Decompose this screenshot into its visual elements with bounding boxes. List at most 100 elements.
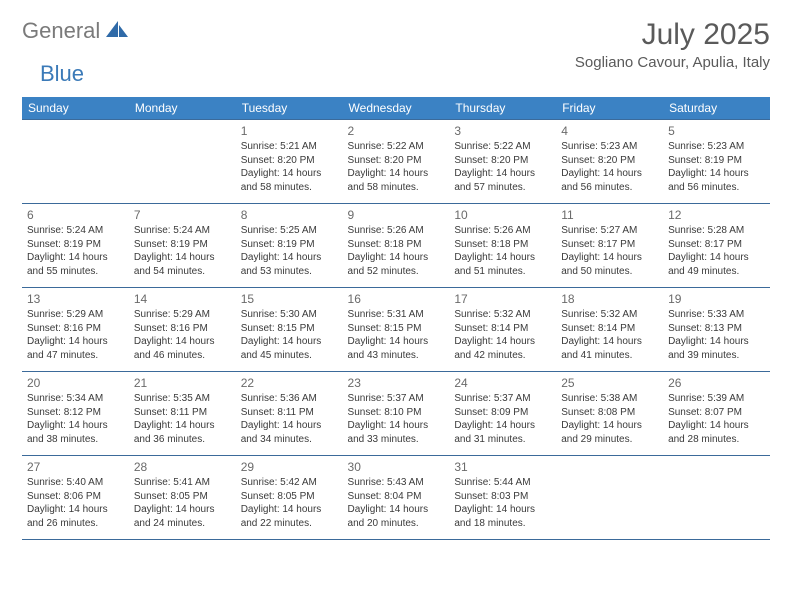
- calendar-cell: [129, 120, 236, 204]
- daylight-line-2: and 54 minutes.: [134, 265, 231, 279]
- day-number: 13: [27, 291, 124, 307]
- calendar-cell: [663, 456, 770, 540]
- calendar-cell: 31Sunrise: 5:44 AMSunset: 8:03 PMDayligh…: [449, 456, 556, 540]
- calendar-cell: 6Sunrise: 5:24 AMSunset: 8:19 PMDaylight…: [22, 204, 129, 288]
- sunrise-line: Sunrise: 5:37 AM: [348, 392, 445, 406]
- sunrise-line: Sunrise: 5:40 AM: [27, 476, 124, 490]
- daylight-line-2: and 58 minutes.: [241, 181, 338, 195]
- dayhead-wed: Wednesday: [343, 97, 450, 120]
- sunset-line: Sunset: 8:07 PM: [668, 406, 765, 420]
- calendar-cell: 20Sunrise: 5:34 AMSunset: 8:12 PMDayligh…: [22, 372, 129, 456]
- daylight-line-2: and 39 minutes.: [668, 349, 765, 363]
- day-number: 29: [241, 459, 338, 475]
- calendar-cell: 11Sunrise: 5:27 AMSunset: 8:17 PMDayligh…: [556, 204, 663, 288]
- calendar-cell: 25Sunrise: 5:38 AMSunset: 8:08 PMDayligh…: [556, 372, 663, 456]
- daylight-line-1: Daylight: 14 hours: [241, 251, 338, 265]
- sunrise-line: Sunrise: 5:44 AM: [454, 476, 551, 490]
- brand-logo: General: [22, 18, 134, 44]
- sunrise-line: Sunrise: 5:32 AM: [561, 308, 658, 322]
- sunset-line: Sunset: 8:16 PM: [27, 322, 124, 336]
- daylight-line-2: and 31 minutes.: [454, 433, 551, 447]
- sunrise-line: Sunrise: 5:29 AM: [27, 308, 124, 322]
- sunrise-line: Sunrise: 5:24 AM: [134, 224, 231, 238]
- daylight-line-1: Daylight: 14 hours: [668, 251, 765, 265]
- sunrise-line: Sunrise: 5:31 AM: [348, 308, 445, 322]
- day-number: 10: [454, 207, 551, 223]
- daylight-line-2: and 46 minutes.: [134, 349, 231, 363]
- sunset-line: Sunset: 8:17 PM: [561, 238, 658, 252]
- sunrise-line: Sunrise: 5:21 AM: [241, 140, 338, 154]
- day-number: 12: [668, 207, 765, 223]
- day-number: 18: [561, 291, 658, 307]
- day-number: 1: [241, 123, 338, 139]
- calendar-cell: [556, 456, 663, 540]
- sunrise-line: Sunrise: 5:36 AM: [241, 392, 338, 406]
- sunrise-line: Sunrise: 5:39 AM: [668, 392, 765, 406]
- day-number: 4: [561, 123, 658, 139]
- calendar-cell: 26Sunrise: 5:39 AMSunset: 8:07 PMDayligh…: [663, 372, 770, 456]
- daylight-line-1: Daylight: 14 hours: [668, 167, 765, 181]
- sunset-line: Sunset: 8:19 PM: [27, 238, 124, 252]
- calendar-cell: 28Sunrise: 5:41 AMSunset: 8:05 PMDayligh…: [129, 456, 236, 540]
- daylight-line-1: Daylight: 14 hours: [561, 419, 658, 433]
- day-number: 5: [668, 123, 765, 139]
- sunset-line: Sunset: 8:16 PM: [134, 322, 231, 336]
- calendar-cell: 2Sunrise: 5:22 AMSunset: 8:20 PMDaylight…: [343, 120, 450, 204]
- calendar-cell: 19Sunrise: 5:33 AMSunset: 8:13 PMDayligh…: [663, 288, 770, 372]
- calendar-cell: 22Sunrise: 5:36 AMSunset: 8:11 PMDayligh…: [236, 372, 343, 456]
- sunset-line: Sunset: 8:19 PM: [134, 238, 231, 252]
- day-number: 11: [561, 207, 658, 223]
- sunset-line: Sunset: 8:05 PM: [241, 490, 338, 504]
- sunset-line: Sunset: 8:10 PM: [348, 406, 445, 420]
- daylight-line-2: and 50 minutes.: [561, 265, 658, 279]
- sunset-line: Sunset: 8:18 PM: [348, 238, 445, 252]
- daylight-line-1: Daylight: 14 hours: [454, 335, 551, 349]
- daylight-line-1: Daylight: 14 hours: [454, 419, 551, 433]
- sunset-line: Sunset: 8:05 PM: [134, 490, 231, 504]
- day-number: 9: [348, 207, 445, 223]
- sunrise-line: Sunrise: 5:30 AM: [241, 308, 338, 322]
- daylight-line-1: Daylight: 14 hours: [348, 167, 445, 181]
- calendar-cell: 30Sunrise: 5:43 AMSunset: 8:04 PMDayligh…: [343, 456, 450, 540]
- calendar-cell: 17Sunrise: 5:32 AMSunset: 8:14 PMDayligh…: [449, 288, 556, 372]
- dayhead-sat: Saturday: [663, 97, 770, 120]
- day-number: 19: [668, 291, 765, 307]
- location-text: Sogliano Cavour, Apulia, Italy: [575, 54, 770, 71]
- daylight-line-1: Daylight: 14 hours: [27, 251, 124, 265]
- daylight-line-2: and 52 minutes.: [348, 265, 445, 279]
- sunset-line: Sunset: 8:17 PM: [668, 238, 765, 252]
- calendar-cell: 14Sunrise: 5:29 AMSunset: 8:16 PMDayligh…: [129, 288, 236, 372]
- calendar-cell: 18Sunrise: 5:32 AMSunset: 8:14 PMDayligh…: [556, 288, 663, 372]
- daylight-line-2: and 56 minutes.: [668, 181, 765, 195]
- daylight-line-2: and 22 minutes.: [241, 517, 338, 531]
- sunrise-line: Sunrise: 5:34 AM: [27, 392, 124, 406]
- sunset-line: Sunset: 8:09 PM: [454, 406, 551, 420]
- daylight-line-1: Daylight: 14 hours: [668, 335, 765, 349]
- calendar-cell: 12Sunrise: 5:28 AMSunset: 8:17 PMDayligh…: [663, 204, 770, 288]
- sunset-line: Sunset: 8:06 PM: [27, 490, 124, 504]
- daylight-line-1: Daylight: 14 hours: [241, 167, 338, 181]
- dayhead-fri: Friday: [556, 97, 663, 120]
- calendar-row: 1Sunrise: 5:21 AMSunset: 8:20 PMDaylight…: [22, 120, 770, 204]
- calendar-cell: 27Sunrise: 5:40 AMSunset: 8:06 PMDayligh…: [22, 456, 129, 540]
- calendar-table: Sunday Monday Tuesday Wednesday Thursday…: [22, 97, 770, 540]
- dayhead-tue: Tuesday: [236, 97, 343, 120]
- sunrise-line: Sunrise: 5:33 AM: [668, 308, 765, 322]
- day-number: 31: [454, 459, 551, 475]
- day-number: 8: [241, 207, 338, 223]
- dayhead-thu: Thursday: [449, 97, 556, 120]
- daylight-line-2: and 51 minutes.: [454, 265, 551, 279]
- daylight-line-1: Daylight: 14 hours: [27, 335, 124, 349]
- daylight-line-1: Daylight: 14 hours: [241, 335, 338, 349]
- daylight-line-2: and 38 minutes.: [27, 433, 124, 447]
- sunset-line: Sunset: 8:14 PM: [454, 322, 551, 336]
- daylight-line-2: and 57 minutes.: [454, 181, 551, 195]
- day-number: 27: [27, 459, 124, 475]
- sunset-line: Sunset: 8:03 PM: [454, 490, 551, 504]
- sunset-line: Sunset: 8:15 PM: [348, 322, 445, 336]
- day-number: 21: [134, 375, 231, 391]
- day-number: 22: [241, 375, 338, 391]
- brand-text-2: Blue: [40, 61, 84, 86]
- sunset-line: Sunset: 8:11 PM: [134, 406, 231, 420]
- sunrise-line: Sunrise: 5:23 AM: [561, 140, 658, 154]
